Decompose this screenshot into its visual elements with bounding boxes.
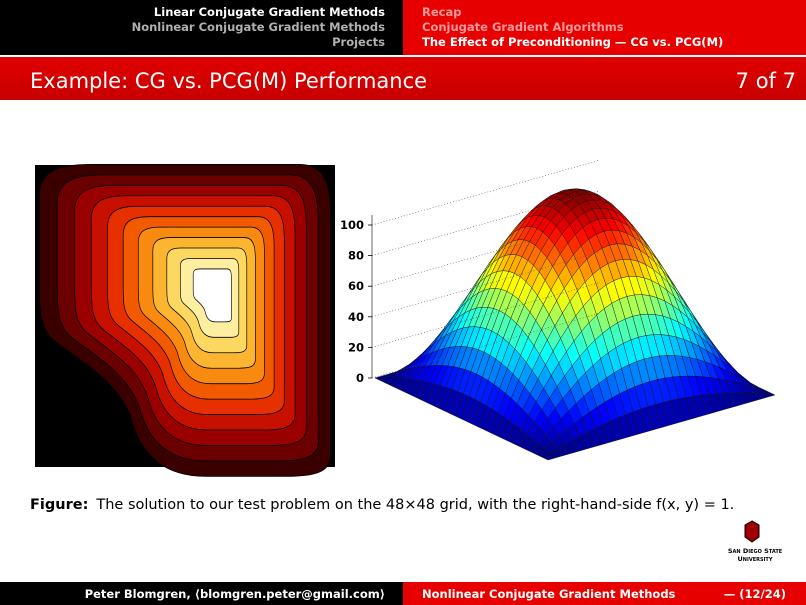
footer-title: Nonlinear Conjugate Gradient Methods xyxy=(422,587,676,601)
footer-right xyxy=(403,582,806,605)
grid-line xyxy=(371,251,601,318)
frame-counter: 7 of 7 xyxy=(736,69,796,93)
grid-line xyxy=(371,159,601,226)
z-axis: 0 20 40 60 80 100 xyxy=(340,159,601,385)
logo: San Diego State University xyxy=(728,520,783,563)
logo-line: University xyxy=(738,555,773,563)
subsection: Recap xyxy=(422,5,461,19)
header-left xyxy=(0,0,403,55)
caption: Figure: The solution to our test problem … xyxy=(30,497,734,513)
grid-line xyxy=(371,282,601,348)
surface-patch xyxy=(541,452,556,461)
frame-title: Example: CG vs. PCG(M) Performance xyxy=(30,69,427,93)
grid-line xyxy=(371,312,601,379)
section: Projects xyxy=(332,35,385,49)
caption-label: Figure: xyxy=(30,497,88,513)
footer-left xyxy=(0,582,403,605)
z-tick-label: 40 xyxy=(348,310,364,324)
caption-text: The solution to our test problem on the … xyxy=(95,497,734,513)
footer-page: — (12/24) xyxy=(724,587,786,601)
z-tick-label: 80 xyxy=(348,249,364,263)
footer-author: Peter Blomgren, ⟨blomgren.peter@gmail.co… xyxy=(85,587,385,601)
z-tick-label: 60 xyxy=(348,279,364,293)
contour-lines xyxy=(39,164,331,477)
subsection: Conjugate Gradient Algorithms xyxy=(422,20,624,34)
contour xyxy=(192,268,232,323)
header-right xyxy=(403,0,806,55)
section: Nonlinear Conjugate Gradient Methods xyxy=(132,20,386,34)
logo-line: San Diego State xyxy=(728,547,783,555)
z-tick-label: 100 xyxy=(340,218,364,232)
z-tick-label: 20 xyxy=(348,340,364,354)
surface-plot xyxy=(374,188,776,461)
grid-line xyxy=(371,190,601,256)
frame-title-bar xyxy=(0,57,806,100)
z-tick-label: 0 xyxy=(356,371,364,385)
subsection: The Effect of Preconditioning — CG vs. P… xyxy=(422,35,723,49)
grid-line xyxy=(371,220,601,287)
section: Linear Conjugate Gradient Methods xyxy=(154,5,385,19)
